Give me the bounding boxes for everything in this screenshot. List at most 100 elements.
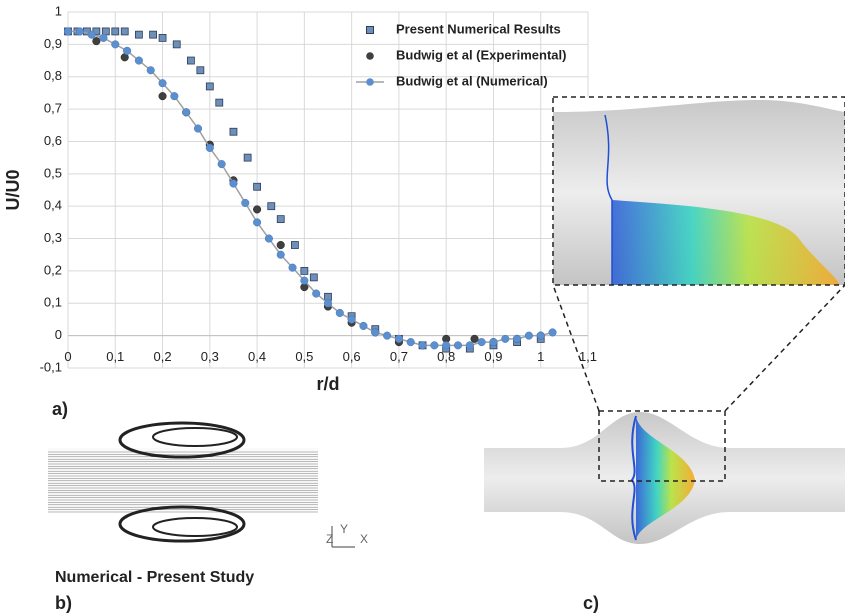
legend-marker [367,27,374,34]
data-point [310,274,317,281]
data-point [371,329,379,337]
x-tick-label: 0,7 [390,349,408,364]
x-tick-label: 0,4 [248,349,266,364]
y-axis-title: U/U0 [3,169,23,210]
data-point [187,57,194,64]
data-point [490,338,498,346]
data-point [513,335,521,343]
data-point [254,183,261,190]
data-point [159,34,166,41]
data-point [383,332,391,340]
x-axis-title: r/d [316,374,339,394]
axis-triad: Y Z X [326,522,368,547]
x-tick-label: 0 [64,349,71,364]
legend-marker [366,52,374,60]
data-point [121,28,128,35]
data-point [100,34,108,42]
y-tick-label: 0,2 [44,262,62,277]
pipe-image [484,285,845,544]
x-tick-label: 0,5 [295,349,313,364]
data-point [197,67,204,74]
data-point [135,57,143,65]
data-point [147,66,155,74]
data-point [471,335,479,343]
legend-entry: Budwig et al (Numerical) [356,73,548,88]
data-point [230,128,237,135]
page: -0,100,10,20,30,40,50,60,70,80,9100,10,2… [0,0,845,616]
data-point [301,267,308,274]
data-point [244,154,251,161]
y-tick-label: 0,3 [44,230,62,245]
y-tick-label: 0,8 [44,68,62,83]
data-point [253,206,261,214]
data-point [395,335,403,343]
data-point [525,332,533,340]
data-point [466,342,474,350]
y-tick-label: 0,9 [44,36,62,51]
data-point [312,290,320,298]
data-point [173,41,180,48]
data-point [454,342,462,350]
x-tick-label: 0,2 [154,349,172,364]
data-point [268,203,275,210]
data-point [291,242,298,249]
data-point [501,335,509,343]
data-point [150,31,157,38]
data-point [88,31,96,39]
data-point [549,329,557,337]
legend-label: Budwig et al (Experimental) [396,47,566,62]
data-point [277,251,285,259]
data-point [419,342,427,350]
data-point [277,241,285,249]
panel-label-a: a) [52,399,68,419]
triad-x: X [360,532,368,546]
x-tick-label: 0,1 [106,349,124,364]
data-point [159,79,167,87]
legend-marker [366,78,374,86]
data-point [324,299,332,307]
figure: -0,100,10,20,30,40,50,60,70,80,9100,10,2… [0,0,845,616]
data-point [218,160,226,168]
data-point [76,28,84,36]
data-point [182,109,190,117]
data-point [360,322,368,330]
caption-b: Numerical - Present Study [55,569,254,586]
legend-label: Present Numerical Results [396,21,561,36]
data-point [348,316,356,324]
data-point [135,31,142,38]
data-point [93,37,101,45]
data-point [431,342,439,350]
y-tick-label: 0,5 [44,165,62,180]
data-point [64,28,72,36]
y-tick-label: 0,7 [44,101,62,116]
data-point [194,125,202,133]
data-point [206,83,213,90]
data-point [265,235,273,243]
data-point [253,219,261,227]
data-point [206,144,214,152]
panel-label-b: b) [55,593,72,613]
legend-label: Budwig et al (Numerical) [396,73,548,88]
data-point [336,309,344,317]
data-point [230,180,238,188]
data-point [301,277,309,285]
x-tick-label: 1 [537,349,544,364]
x-tick-label: 0,6 [343,349,361,364]
data-point [111,41,119,49]
x-tick-label: 1,1 [579,349,597,364]
data-point [442,342,450,350]
data-point [112,28,119,35]
panel-label-c: c) [583,593,599,613]
y-tick-label: -0,1 [40,359,62,374]
x-tick-label: 0,3 [201,349,219,364]
data-point [241,199,249,207]
y-tick-label: 0,6 [44,133,62,148]
data-point [537,332,545,340]
y-tick-label: 0,4 [44,198,62,213]
triad-z: Z [326,532,333,546]
data-point [478,338,486,346]
x-tick-label: 0,9 [484,349,502,364]
data-point [289,264,297,272]
legend-entry: Present Numerical Results [367,21,561,36]
y-tick-label: 0,1 [44,295,62,310]
